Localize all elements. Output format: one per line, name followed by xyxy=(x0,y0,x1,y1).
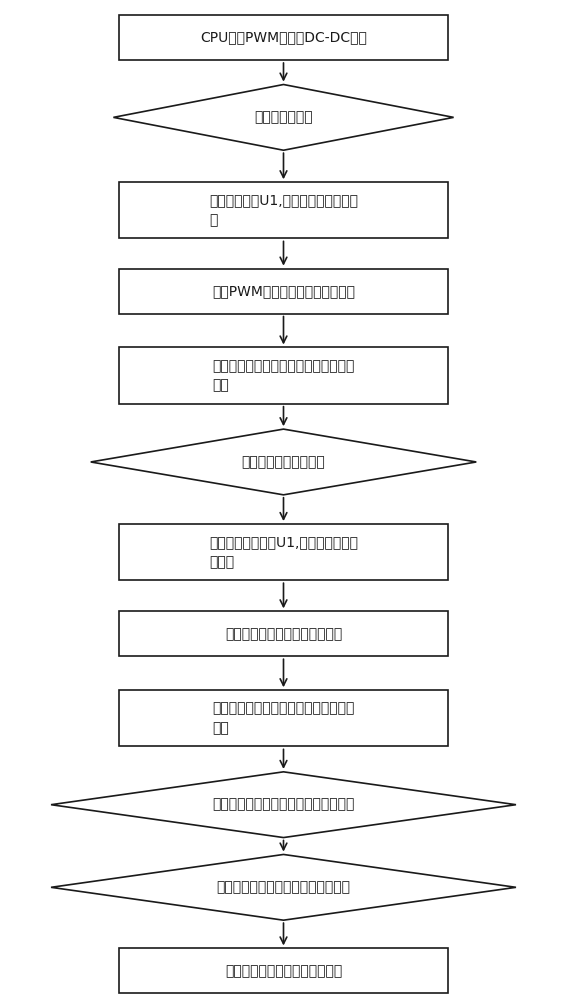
Polygon shape xyxy=(51,772,516,838)
Text: 关闭光耦电路U1,电源启用反向激励方
式: 关闭光耦电路U1,电源启用反向激励方 式 xyxy=(209,194,358,227)
Bar xyxy=(119,182,448,238)
Text: 分时打开光耦电路U1,并使正负电压稳
定恒压: 分时打开光耦电路U1,并使正负电压稳 定恒压 xyxy=(209,535,358,569)
Polygon shape xyxy=(91,429,476,495)
Text: 负直流条件下，漏电流是否小于阈值: 负直流条件下，漏电流是否小于阈值 xyxy=(217,880,350,894)
Bar xyxy=(119,15,448,60)
Text: 调整PWM宽度使输出电压稳定恒压: 调整PWM宽度使输出电压稳定恒压 xyxy=(212,284,355,298)
Polygon shape xyxy=(51,854,516,920)
Text: 测量电阻分压，计算电流，并保存测量
结果: 测量电阻分压，计算电流，并保存测量 结果 xyxy=(212,702,355,735)
Text: 判断火焰产生，否则无火或漏电: 判断火焰产生，否则无火或漏电 xyxy=(225,964,342,978)
Text: 正直流条件下，离于电流是否大于阈值: 正直流条件下，离于电流是否大于阈值 xyxy=(212,798,355,812)
Text: 产生正直流电压: 产生正直流电压 xyxy=(254,110,313,124)
Bar xyxy=(119,611,448,656)
Text: 测量电阻分压，并保存测量结果: 测量电阻分压，并保存测量结果 xyxy=(225,627,342,641)
Bar xyxy=(119,524,448,580)
Bar xyxy=(119,347,448,404)
Text: 测量电阻分压，计算电流，并保存测量
结果: 测量电阻分压，计算电流，并保存测量 结果 xyxy=(212,359,355,392)
Bar xyxy=(119,948,448,993)
Bar xyxy=(119,269,448,314)
Polygon shape xyxy=(113,85,454,150)
Text: 同时产生正负直流电压: 同时产生正负直流电压 xyxy=(242,455,325,469)
Text: CPU产生PWM脉冲，DC-DC升压: CPU产生PWM脉冲，DC-DC升压 xyxy=(200,31,367,45)
Bar xyxy=(119,690,448,746)
